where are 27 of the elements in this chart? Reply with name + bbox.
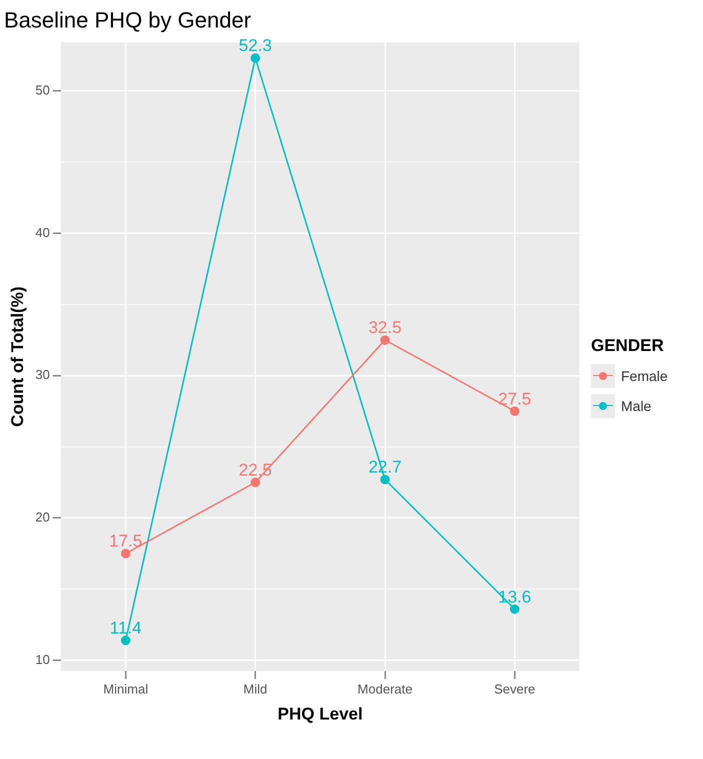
point [510,604,520,614]
x-tick-label: Minimal [103,681,148,696]
x-tick-label: Severe [494,681,536,696]
legend-label: Male [621,398,652,414]
y-axis-title: Count of Total(%) [8,286,27,427]
y-tick-label: 50 [35,82,50,98]
data-label: 17.5 [109,532,142,551]
legend-title: GENDER [591,336,665,356]
point [380,335,390,345]
point [510,406,520,416]
legend-label: Female [621,368,668,384]
y-tick-label: 40 [35,224,50,240]
y-tick-label: 20 [35,510,50,525]
data-label: 52.3 [238,36,272,56]
y-tick-label: 10 [35,652,50,667]
data-label: 32.5 [368,318,402,338]
data-label: 27.5 [498,389,532,408]
x-axis-title: PHQ Level [278,704,363,724]
point [250,478,260,488]
point [120,636,130,646]
x-tick-label: Mild [243,681,268,696]
y-tick-label: 30 [35,367,50,382]
point [250,53,260,63]
x-tick-label: Moderate [358,681,412,696]
chart-title: Baseline PHQ by Gender [4,7,252,32]
point [120,548,130,558]
point [380,474,390,484]
